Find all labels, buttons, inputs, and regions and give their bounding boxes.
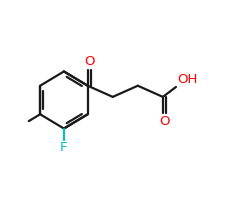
Text: O: O xyxy=(84,55,94,68)
Text: O: O xyxy=(159,115,169,128)
Text: OH: OH xyxy=(177,73,197,86)
Text: F: F xyxy=(60,141,68,154)
